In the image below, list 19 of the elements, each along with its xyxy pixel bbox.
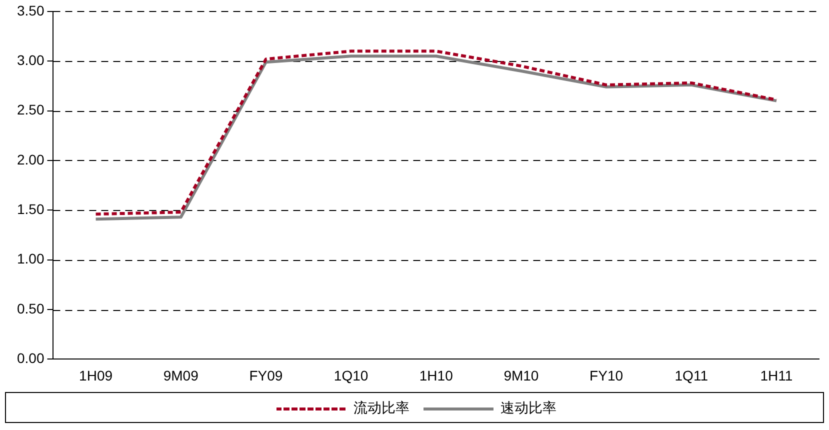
x-tick-label: 1H10	[419, 367, 454, 384]
x-tick-label: 1H11	[760, 367, 793, 384]
y-tick-label: 3.00	[17, 52, 44, 68]
x-tick-label: 1H09	[79, 367, 113, 384]
x-tick-label: 1Q11	[674, 367, 708, 384]
x-tick-label: FY10	[590, 367, 624, 384]
legend-label: 流动比率	[354, 400, 410, 417]
y-tick-label: 0.00	[17, 350, 44, 366]
y-tick-label: 1.50	[17, 201, 44, 217]
y-tick-label: 1.00	[17, 250, 44, 267]
x-tick-label: 9M10	[504, 367, 539, 384]
x-tick-label: FY09	[249, 367, 283, 384]
y-tick-label: 2.50	[17, 102, 44, 118]
y-tick-label: 3.50	[17, 2, 44, 18]
legend-label: 速动比率	[500, 400, 556, 417]
y-tick-label: 0.50	[17, 300, 44, 316]
x-tick-label: 9M09	[163, 367, 199, 384]
x-tick-label: 1Q10	[334, 367, 368, 384]
y-tick-label: 2.00	[17, 151, 44, 168]
